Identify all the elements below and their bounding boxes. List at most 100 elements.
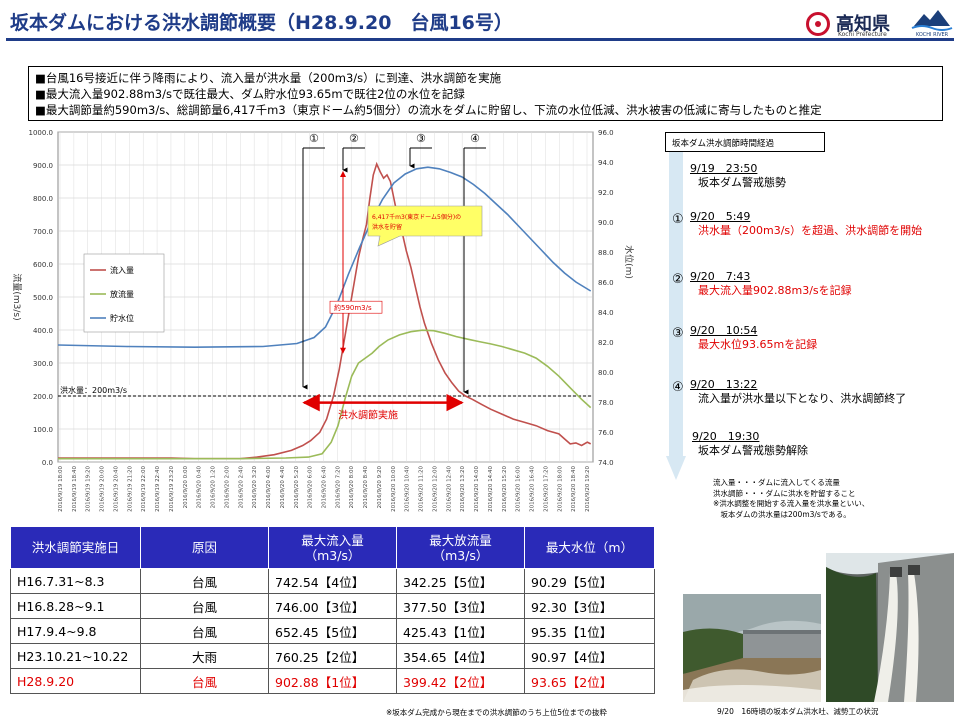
table-cell: H16.8.28~9.1 bbox=[10, 593, 141, 619]
x-tick-label: 2016/9/20 17:20 bbox=[543, 466, 549, 512]
kochi-river-logo-icon: KOCHI RIVER bbox=[911, 10, 953, 38]
legend-box bbox=[83, 253, 165, 333]
table-cell: 台風 bbox=[140, 568, 269, 594]
table-cell: 742.54【4位】 bbox=[268, 568, 397, 594]
table-cell: 92.30【3位】 bbox=[524, 593, 655, 619]
timeline-description: 洪水量（200m3/s）を超過、洪水調節を開始 bbox=[698, 224, 923, 237]
dam-photo-discharge bbox=[826, 553, 954, 702]
table-cell: 342.25【5位】 bbox=[396, 568, 525, 594]
timeline-marker: ④ bbox=[672, 380, 684, 395]
flood-threshold-label-bg bbox=[59, 385, 139, 395]
table-cell: H23.10.21~10.22 bbox=[10, 643, 141, 669]
x-tick-label: 2016/9/20 1:20 bbox=[211, 466, 217, 509]
x-tick-label: 2016/9/20 8:40 bbox=[363, 466, 369, 509]
timeline-description: 最大流入量902.88m3/sを記録 bbox=[698, 284, 852, 297]
x-tick-label: 2016/9/19 18:00 bbox=[58, 466, 64, 512]
timeline-marker: ② bbox=[672, 272, 684, 287]
x-tick-label: 2016/9/19 22:40 bbox=[155, 466, 161, 512]
definitions-notes: 流入量・・・ダムに流入してくる流量 洪水調節・・・ダムに洪水を貯留すること ※洪… bbox=[713, 478, 869, 520]
x-tick-label: 2016/9/20 16:40 bbox=[530, 466, 536, 512]
timeline-time: 9/20 13:22 bbox=[690, 378, 758, 391]
table-cell: 902.88【1位】 bbox=[268, 668, 397, 694]
x-tick-label: 2016/9/20 15:20 bbox=[502, 466, 508, 512]
y2-tick-label: 86.0 bbox=[598, 279, 614, 287]
col-header-cause: 原因 bbox=[140, 526, 269, 569]
y2-tick-label: 74.0 bbox=[598, 459, 614, 467]
x-tick-label: 2016/9/19 20:00 bbox=[100, 466, 106, 512]
y2-tick-label: 76.0 bbox=[598, 429, 614, 437]
y-axis-label: 流量(m3/s) bbox=[11, 273, 23, 320]
y-tick-label: 700.0 bbox=[33, 228, 53, 236]
y2-tick-label: 96.0 bbox=[598, 129, 614, 137]
summary-box: ■台風16号接近に伴う降雨により、流入量が洪水量（200m3/s）に到達、洪水調… bbox=[28, 66, 943, 121]
timeline-description: 最大水位93.65mを記録 bbox=[698, 338, 818, 351]
note-line: 洪水調節・・・ダムに洪水を貯留すること bbox=[713, 488, 856, 498]
table-cell: 大雨 bbox=[140, 643, 269, 669]
x-tick-label: 2016/9/20 9:20 bbox=[377, 466, 383, 509]
table-cell: 台風 bbox=[140, 668, 269, 694]
y-tick-label: 400.0 bbox=[33, 327, 53, 335]
x-tick-label: 2016/9/20 5:20 bbox=[294, 466, 300, 509]
table-row: H28.9.20 台風 902.88【1位】 399.42【2位】 93.65【2位】 bbox=[10, 668, 655, 694]
adjustment-label: 約590m3/s bbox=[334, 303, 372, 312]
flood-control-label: 洪水調節実施 bbox=[338, 409, 398, 422]
y-tick-label: 200.0 bbox=[33, 393, 53, 401]
table-cell: 760.25【2位】 bbox=[268, 643, 397, 669]
prefecture-logo-text: 高知県 bbox=[836, 14, 890, 35]
table-cell: 90.97【4位】 bbox=[524, 643, 655, 669]
table-cell: H28.9.20 bbox=[10, 668, 141, 694]
timeline-time: 9/20 7:43 bbox=[690, 270, 751, 283]
y2-tick-label: 84.0 bbox=[598, 309, 614, 317]
y-tick-label: 1000.0 bbox=[29, 129, 54, 137]
page-title: 坂本ダムにおける洪水調節概要（H28.9.20 台風16号） bbox=[10, 12, 513, 34]
table-cell: 台風 bbox=[140, 593, 269, 619]
x-tick-label: 2016/9/20 7:20 bbox=[335, 466, 341, 509]
timeline-marker: ③ bbox=[672, 326, 684, 341]
photo-caption: 9/20 16時頃の坂本ダム洪水吐、減勢工の状況 bbox=[717, 707, 879, 716]
event-marker-label: ④ bbox=[470, 132, 480, 145]
adjustment-label-box bbox=[329, 300, 383, 314]
y-tick-label: 800.0 bbox=[33, 195, 53, 203]
x-tick-label: 2016/9/20 10:00 bbox=[391, 466, 397, 512]
y-tick-label: 600.0 bbox=[33, 261, 53, 269]
table-cell: 354.65【4位】 bbox=[396, 643, 525, 669]
note-line: 坂本ダムの洪水量は200m3/sである。 bbox=[713, 509, 851, 519]
legend-label: 流入量 bbox=[110, 265, 134, 275]
x-tick-label: 2016/9/20 14:00 bbox=[474, 466, 480, 512]
flood-threshold-label: 洪水量：200m3/s bbox=[60, 385, 127, 395]
x-tick-label: 2016/9/19 20:40 bbox=[113, 466, 119, 512]
x-tick-label: 2016/9/20 10:40 bbox=[405, 466, 411, 512]
x-tick-label: 2016/9/20 18:40 bbox=[571, 466, 577, 512]
timeline-description: 流入量が洪水量以下となり、洪水調節終了 bbox=[698, 392, 907, 405]
x-tick-label: 2016/9/20 13:20 bbox=[460, 466, 466, 512]
timeline-title: 坂本ダム洪水調節時間経過 bbox=[665, 132, 825, 152]
timeline-time: 9/19 23:50 bbox=[690, 162, 758, 175]
prefecture-logo-subtext: Kochi Prefecture bbox=[838, 31, 887, 38]
river-logo-text: KOCHI RIVER bbox=[916, 32, 949, 38]
x-tick-label: 2016/9/20 12:00 bbox=[432, 466, 438, 512]
timeline-time: 9/20 5:49 bbox=[690, 210, 751, 223]
y2-tick-label: 88.0 bbox=[598, 249, 614, 257]
y2-tick-label: 92.0 bbox=[598, 189, 614, 197]
timeline-arrow bbox=[666, 152, 686, 480]
legend-label: 放流量 bbox=[110, 289, 134, 299]
table-cell: H16.7.31~8.3 bbox=[10, 568, 141, 594]
x-tick-label: 2016/9/19 23:20 bbox=[169, 466, 175, 512]
summary-line-3: ■最大調節量約590m3/s、総調節量6,417千m3（東京ドーム約5個分）の流… bbox=[35, 103, 822, 117]
table-body: H16.7.31~8.3 台風 742.54【4位】 342.25【5位】 90.29【… bbox=[10, 568, 655, 694]
table-header-row: 洪水調節実施日 原因 最大流入量 （m3/s） 最大放流量 （m3/s） 最大水… bbox=[10, 526, 655, 569]
event-marker-label: ③ bbox=[416, 132, 426, 145]
event-marker-label: ① bbox=[309, 132, 319, 145]
x-tick-label: 2016/9/20 4:40 bbox=[280, 466, 286, 509]
col-header-max-inflow: 最大流入量 （m3/s） bbox=[268, 526, 397, 569]
x-tick-label: 2016/9/20 2:40 bbox=[238, 466, 244, 509]
x-tick-label: 2016/9/20 0:40 bbox=[197, 466, 203, 509]
event-marker-label: ② bbox=[349, 132, 359, 145]
series-line-1 bbox=[58, 329, 592, 460]
table-cell: 425.43【1位】 bbox=[396, 618, 525, 644]
y2-tick-label: 80.0 bbox=[598, 369, 614, 377]
x-tick-label: 2016/9/20 6:40 bbox=[322, 466, 328, 509]
x-tick-label: 2016/9/19 22:00 bbox=[141, 466, 147, 512]
summary-line-1: ■台風16号接近に伴う降雨により、流入量が洪水量（200m3/s）に到達、洪水調… bbox=[35, 71, 502, 85]
table-cell: 93.65【2位】 bbox=[524, 668, 655, 694]
